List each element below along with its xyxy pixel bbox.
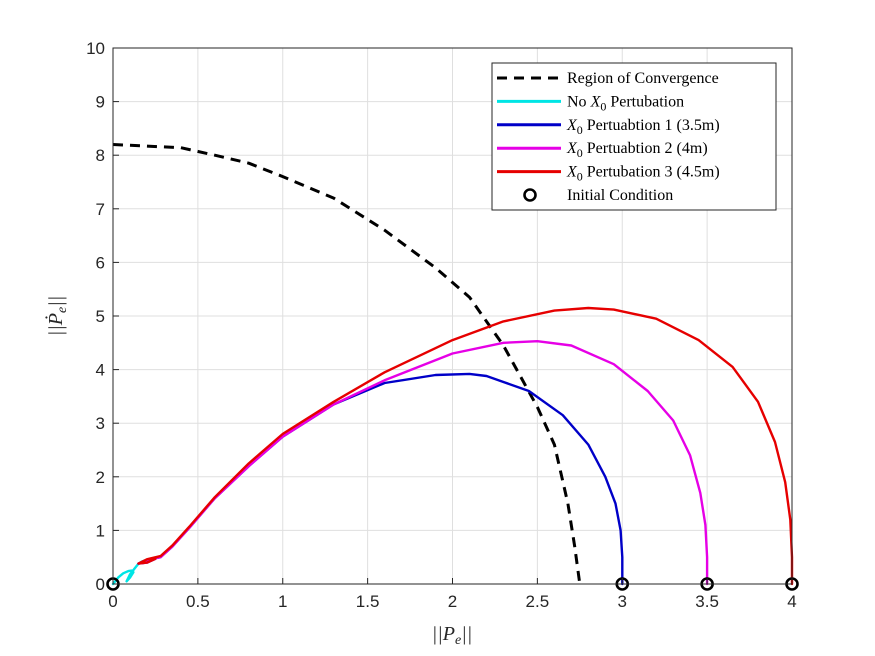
axis-labels: ||Pe|| ||Ṗe|| [44,296,472,648]
y-tick-label: 7 [96,200,105,219]
x-tick-label: 1 [278,592,287,611]
legend-label-initial: Initial Condition [567,187,673,204]
x-tick-label: 3.5 [695,592,719,611]
legend: Region of Convergence No X0 Pertubation X0… [491,62,777,211]
series-group [106,143,799,591]
legend-marker-initial [523,188,537,202]
y-tick-label: 6 [96,253,105,272]
y-tick-label: 3 [96,414,105,433]
y-tick-label: 4 [96,361,105,380]
x-tick-label: 0 [108,592,117,611]
legend-box [491,62,777,211]
y-tick-label: 5 [96,307,105,326]
x-axis-label: ||Pe|| [432,623,472,648]
legend-label-roc: Region of Convergence [567,70,719,87]
legend-label-pert2: X0 Pertuabtion 2 (4m) [566,140,708,160]
x-tick-label: 2 [448,592,457,611]
series-line-pert3 [137,306,794,586]
y-tick-label: 8 [96,146,105,165]
legend-label-pert3: X0 Pertubation 3 (4.5m) [566,164,720,184]
series-line-roc [112,143,582,585]
legend-label-no_pert: No X0 Pertubation [567,93,684,113]
legend-label-pert1: X0 Pertuabtion 1 (3.5m) [566,117,720,137]
x-tick-label: 3 [618,592,627,611]
y-tick-label: 9 [96,93,105,112]
x-tick-label: 0.5 [186,592,210,611]
y-tick-label: 2 [96,468,105,487]
x-tick-label: 2.5 [526,592,550,611]
y-axis-label: ||Ṗe|| [44,296,70,336]
x-tick-label: 1.5 [356,592,380,611]
y-tick-label: 10 [86,39,105,58]
ticks: 0 0.5 1 1.5 2 2.5 3 3.5 4 0 1 2 3 4 5 6 7 8 9 10 [86,39,797,611]
y-tick-label: 0 [96,575,105,594]
y-tick-label: 1 [96,521,105,540]
x-tick-label: 4 [787,592,796,611]
